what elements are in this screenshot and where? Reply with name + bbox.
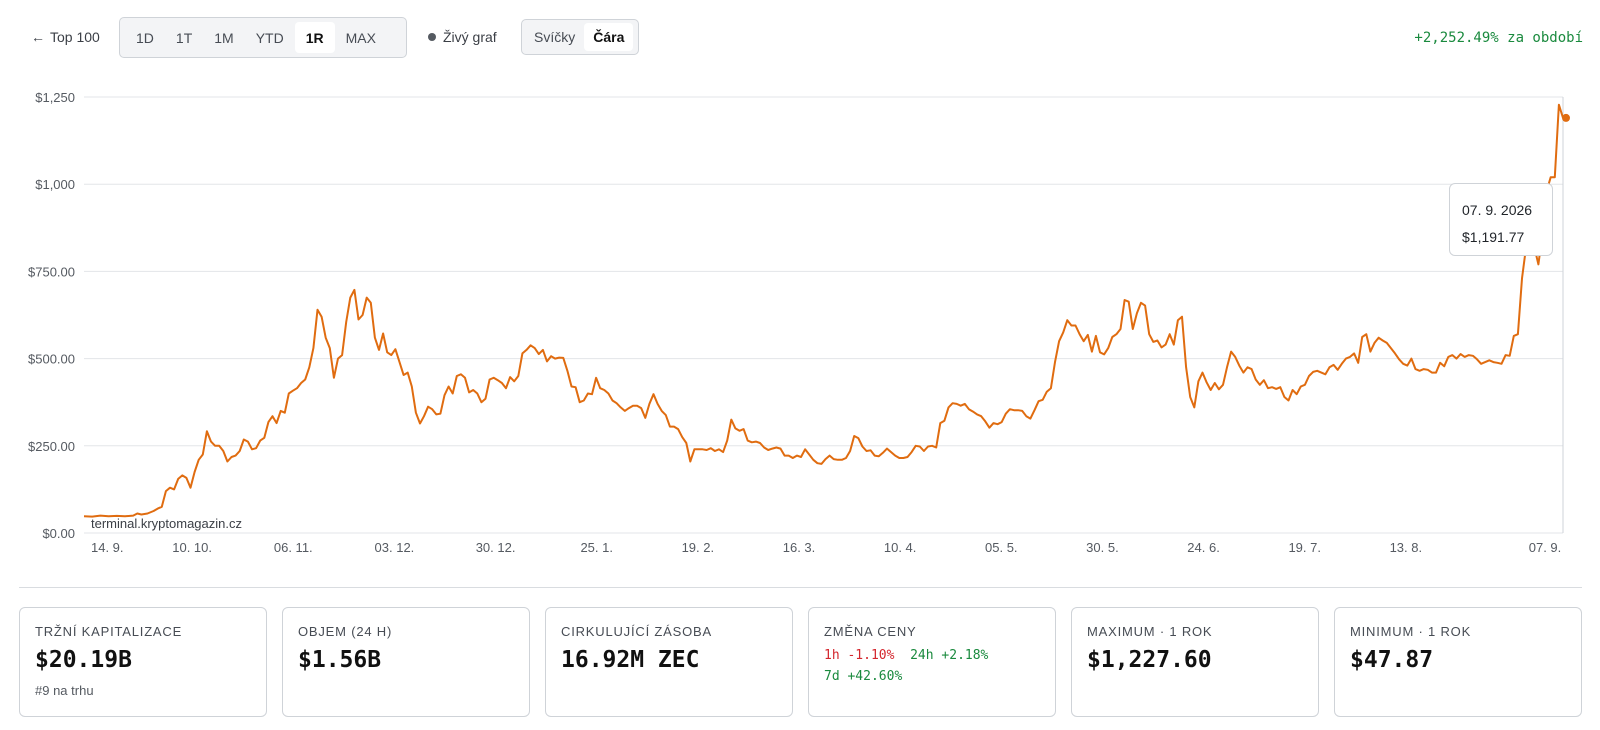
- range-1t-button[interactable]: 1T: [175, 29, 193, 46]
- x-tick-label: 03. 12.: [375, 540, 415, 555]
- x-tick-label: 30. 12.: [476, 540, 516, 555]
- x-tick-label: 10. 4.: [884, 540, 917, 555]
- back-link-label: Top 100: [50, 29, 100, 45]
- range-max-button[interactable]: MAX: [345, 29, 376, 46]
- stat-label: TRŽNÍ KAPITALIZACE: [35, 624, 183, 639]
- y-tick-label: $250.00: [28, 439, 75, 454]
- range-1m-button[interactable]: 1M: [214, 29, 234, 46]
- time-range-selector: 1D 1T 1M YTD 1R MAX: [119, 17, 407, 58]
- period-change-value: +2,252.49% za období: [1414, 30, 1583, 46]
- price-chart[interactable]: $0.00 $250.00 $500.00 $750.00 $1,000 $1,250 14…: [0, 76, 1600, 576]
- back-to-top100-link[interactable]: ← Top 100: [31, 29, 100, 45]
- line-button[interactable]: Čára: [584, 23, 634, 51]
- chart-tooltip: 07. 9. 2026 $1,191.77: [1449, 183, 1553, 256]
- x-tick-label: 30. 5.: [1086, 540, 1119, 555]
- x-tick-label: 10. 10.: [172, 540, 212, 555]
- change-24h: 24h +2.18%: [910, 648, 989, 663]
- x-tick-label: 19. 7.: [1288, 540, 1321, 555]
- x-tick-label: 06. 11.: [274, 540, 313, 555]
- live-chart-toggle[interactable]: Živý graf: [428, 29, 497, 45]
- year-high-card: MAXIMUM · 1 ROK $1,227.60: [1071, 607, 1319, 717]
- tooltip-date: 07. 9. 2026: [1462, 202, 1533, 218]
- change-7d: 7d +42.60%: [824, 669, 903, 684]
- arrow-left-icon: ←: [31, 29, 45, 45]
- price-line: [83, 103, 1564, 518]
- x-tick-label: 19. 2.: [682, 540, 715, 555]
- market-cap-card: TRŽNÍ KAPITALIZACE $20.19B #9 na trhu: [19, 607, 267, 717]
- stat-label: MINIMUM · 1 ROK: [1350, 624, 1472, 639]
- y-tick-label: $0.00: [42, 526, 75, 541]
- y-tick-label: $500.00: [28, 352, 75, 367]
- stat-label: OBJEM (24 H): [298, 624, 393, 639]
- x-tick-label: 25. 1.: [580, 540, 613, 555]
- volume-card: OBJEM (24 H) $1.56B: [282, 607, 530, 717]
- stat-label: MAXIMUM · 1 ROK: [1087, 624, 1213, 639]
- change-1h: 1h -1.10%: [824, 648, 895, 663]
- year-low-card: MINIMUM · 1 ROK $47.87: [1334, 607, 1582, 717]
- stat-value: $1.56B: [298, 647, 382, 673]
- price-change-row: 1h -1.10% 24h +2.18% 7d +42.60%: [824, 645, 1040, 687]
- chart-toolbar: ← Top 100 1D 1T 1M YTD 1R MAX Živý graf …: [0, 0, 1600, 76]
- stats-row: TRŽNÍ KAPITALIZACE $20.19B #9 na trhu OB…: [19, 607, 1582, 717]
- range-ytd-button[interactable]: YTD: [255, 29, 284, 46]
- candles-button[interactable]: Svíčky: [534, 29, 576, 45]
- price-chart-svg: $0.00 $250.00 $500.00 $750.00 $1,000 $1,250 14…: [28, 90, 1570, 555]
- stat-label: CIRKULUJÍCÍ ZÁSOBA: [561, 624, 712, 639]
- chart-type-selector: Svíčky Čára: [521, 19, 639, 55]
- y-tick-label: $750.00: [28, 264, 75, 279]
- stat-value: $20.19B: [35, 647, 132, 673]
- last-price-point: [1562, 113, 1570, 122]
- stat-value: 16.92M ZEC: [561, 647, 700, 673]
- range-1r-button[interactable]: 1R: [294, 22, 335, 53]
- range-1d-button[interactable]: 1D: [136, 29, 154, 46]
- x-tick-label: 07. 9.: [1529, 540, 1562, 555]
- x-tick-label: 13. 8.: [1390, 540, 1423, 555]
- x-tick-label: 05. 5.: [985, 540, 1018, 555]
- x-tick-label: 14. 9.: [91, 540, 124, 555]
- circulating-supply-card: CIRKULUJÍCÍ ZÁSOBA 16.92M ZEC: [545, 607, 793, 717]
- stat-value: $47.87: [1350, 647, 1434, 673]
- live-chart-label: Živý graf: [443, 29, 497, 45]
- tooltip-value: $1,191.77: [1462, 229, 1525, 245]
- y-tick-label: $1,000: [35, 177, 75, 192]
- live-dot-icon: [428, 33, 436, 41]
- stat-label: ZMĚNA CENY: [824, 624, 917, 639]
- price-change-card: ZMĚNA CENY 1h -1.10% 24h +2.18% 7d +42.6…: [808, 607, 1056, 717]
- x-tick-label: 24. 6.: [1187, 540, 1220, 555]
- x-tick-label: 16. 3.: [783, 540, 816, 555]
- y-tick-label: $1,250: [35, 90, 75, 105]
- watermark-text: terminal.kryptomagazin.cz: [91, 516, 242, 531]
- section-divider: [19, 587, 1582, 588]
- stat-value: $1,227.60: [1087, 647, 1212, 673]
- market-rank: #9 na trhu: [35, 683, 94, 698]
